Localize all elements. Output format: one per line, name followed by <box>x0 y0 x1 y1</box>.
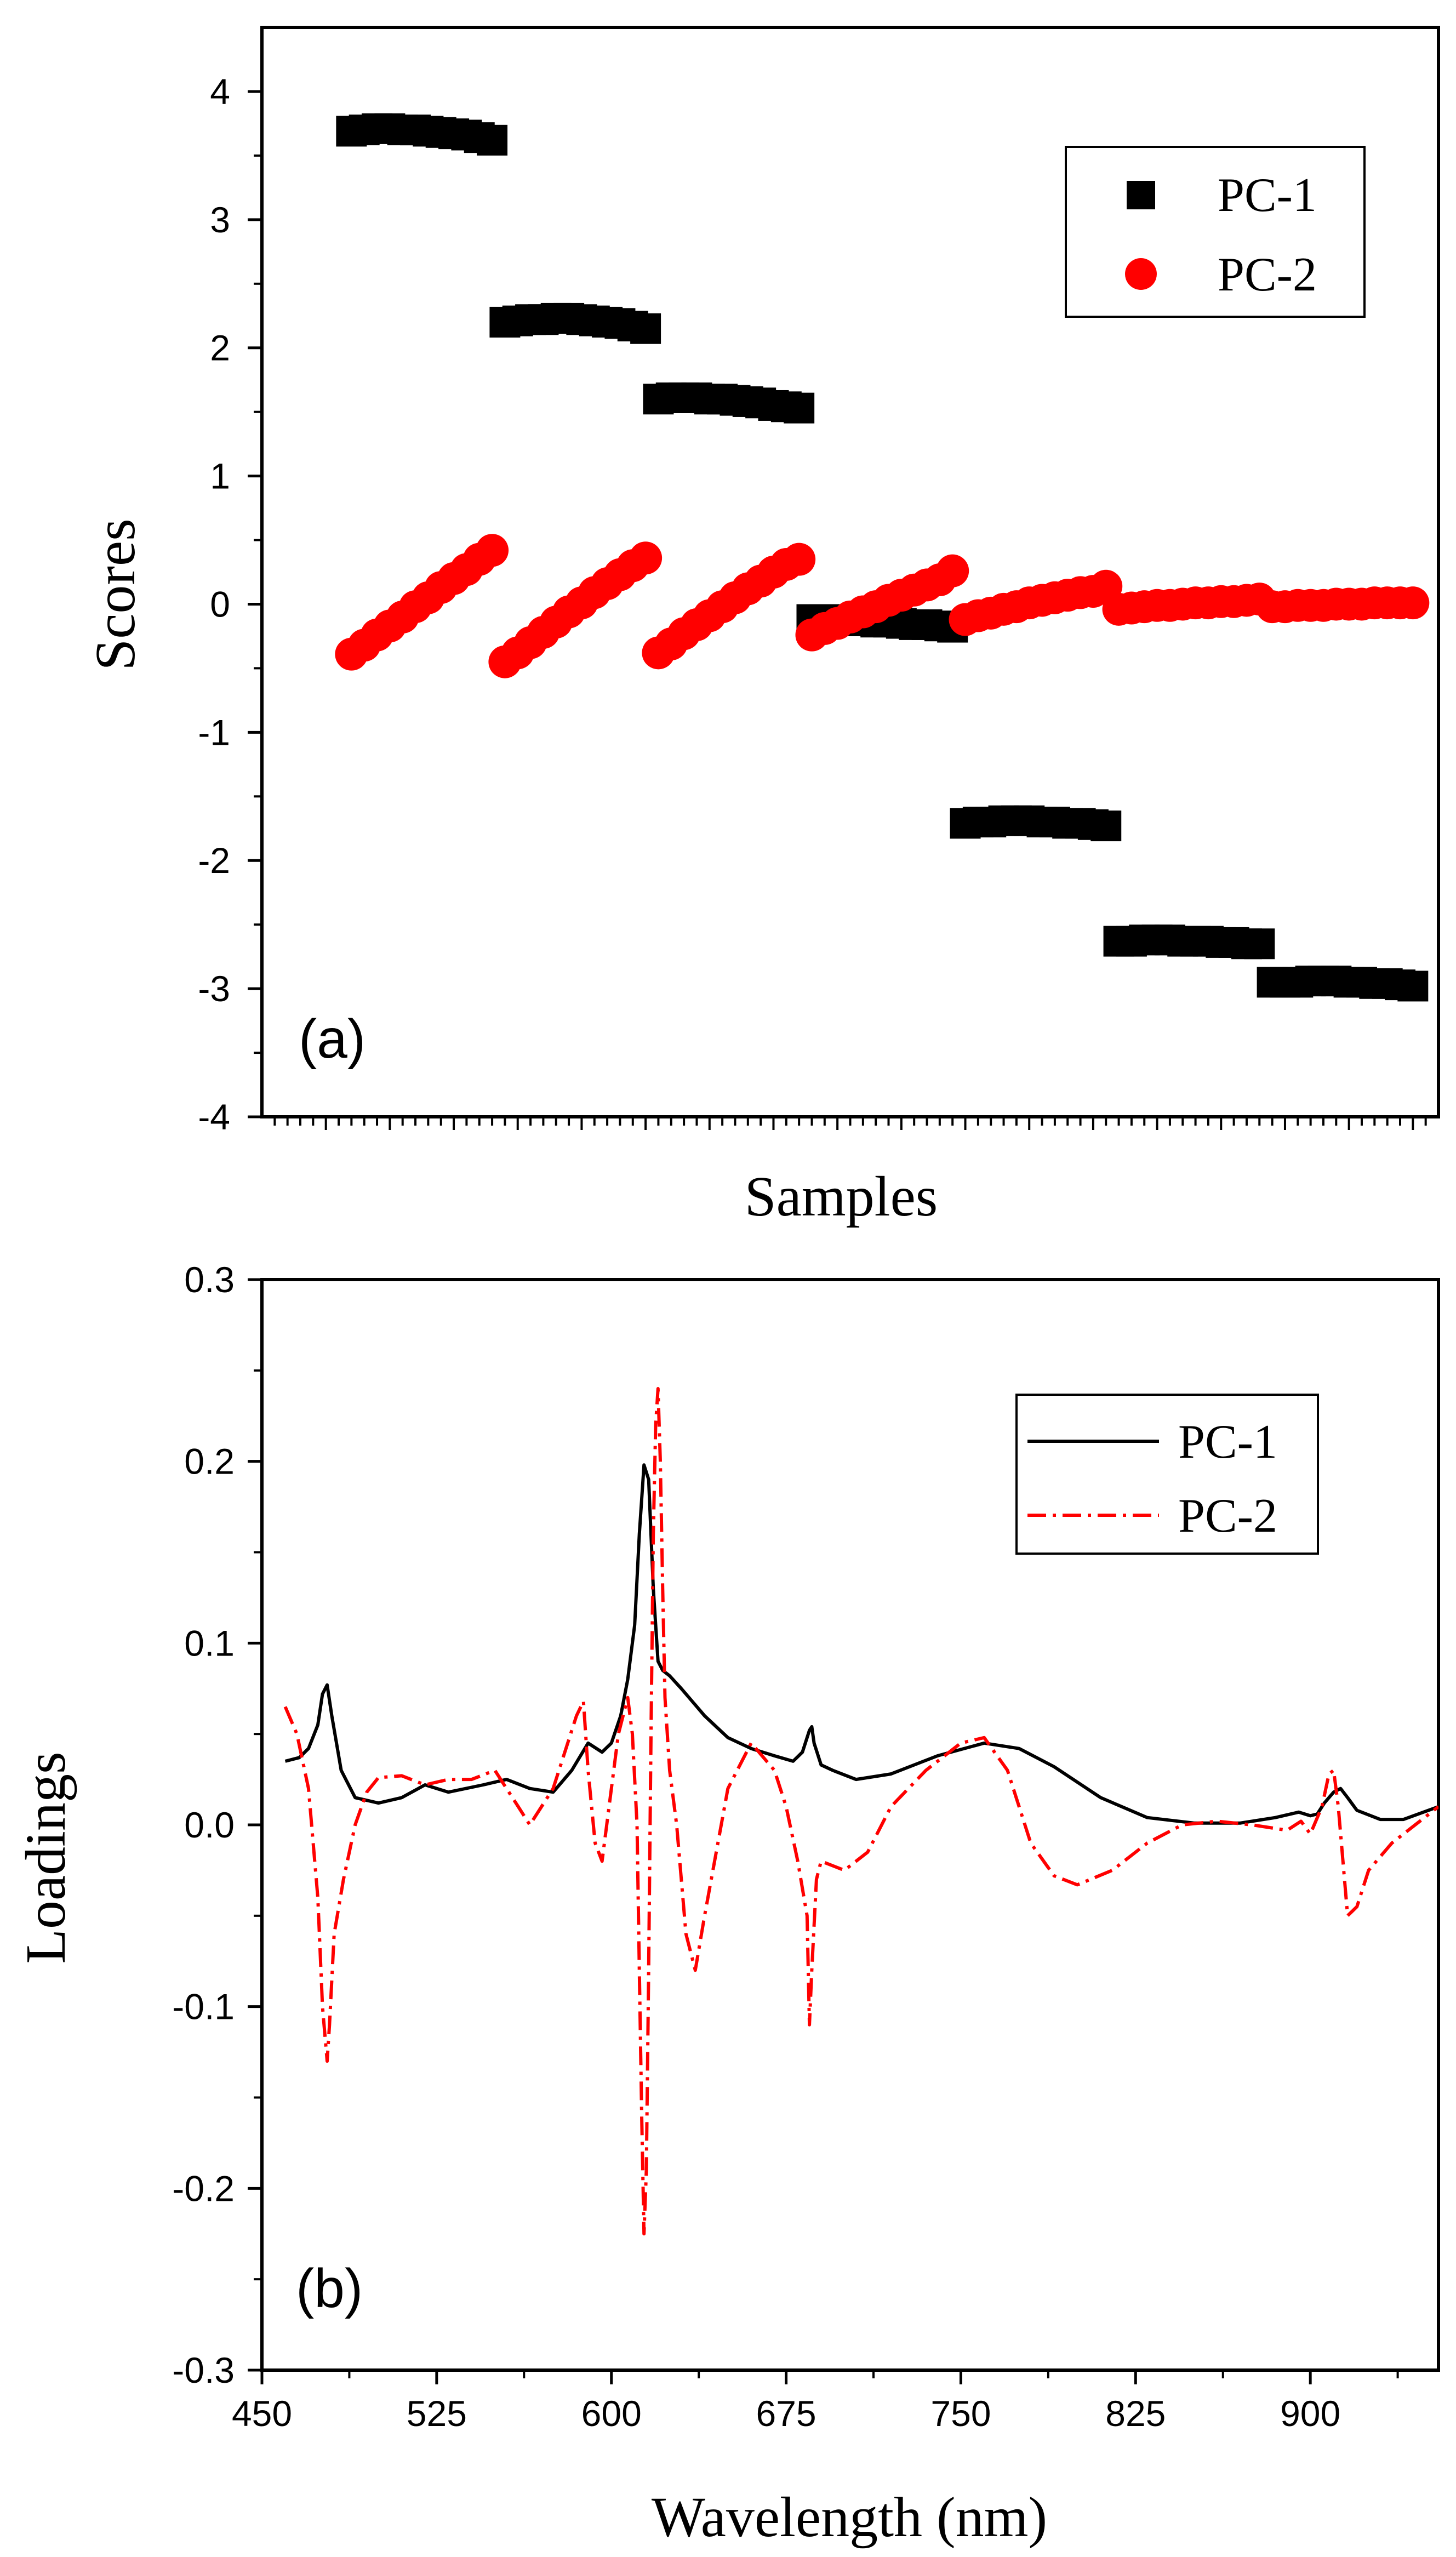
y-tick-label: -2 <box>198 840 230 881</box>
y-tick-label: 2 <box>210 328 230 368</box>
x-tick-label: 825 <box>1105 2393 1166 2434</box>
x-tick-label: 600 <box>581 2393 642 2434</box>
panel-b-legend: PC-1 PC-2 <box>1015 1394 1319 1555</box>
x-tick-label: 750 <box>930 2393 991 2434</box>
panel-a-legend-pc1-label: PC-1 <box>1218 169 1317 222</box>
panel-b-pc1-line <box>284 1463 1438 1825</box>
y-tick-label: -0.2 <box>172 2168 235 2208</box>
pc2-score-marker <box>936 554 969 587</box>
panel-a-y-axis-title: Scores <box>84 518 147 670</box>
y-tick-label: -0.1 <box>172 1987 235 2027</box>
panel-a-pc1-markers <box>336 113 1429 1002</box>
panel-b-x-axis: 450 525 600 675 750 825 900 <box>232 2370 1399 2434</box>
panel-b-x-axis-title: Wavelength (nm) <box>652 2486 1047 2549</box>
panel-b-label: (b) <box>296 2258 363 2319</box>
pc2-score-marker <box>783 543 816 576</box>
y-tick-label: 3 <box>210 199 230 240</box>
y-tick-label: 0.0 <box>184 1805 235 1845</box>
panel-a-x-axis-title: Samples <box>745 1165 938 1228</box>
panel-b-legend-box <box>1015 1394 1319 1555</box>
y-tick-label: -4 <box>198 1097 230 1137</box>
panel-a-x-axis <box>273 1117 1427 1130</box>
panel-b-y-axis-title: Loadings <box>14 1751 77 1964</box>
panel-a-legend-pc2-label: PC-2 <box>1218 248 1317 301</box>
y-tick-label: 0 <box>210 584 230 624</box>
y-tick-label: -1 <box>198 712 230 752</box>
pc1-score-marker <box>1397 971 1429 1002</box>
x-tick-label: 525 <box>407 2393 467 2434</box>
pc1-score-marker <box>1244 928 1275 960</box>
pc2-score-marker <box>629 541 663 575</box>
y-tick-label: 4 <box>210 71 230 112</box>
panel-b-pc2-line <box>283 1387 1438 2236</box>
panel-a-legend: PC-1 PC-2 <box>1065 146 1366 318</box>
pc1-score-marker <box>630 313 661 344</box>
panel-b-legend-pc2-label: PC-2 <box>1178 1489 1277 1543</box>
y-tick-label: 0.1 <box>184 1623 235 1663</box>
y-tick-label: 0.3 <box>184 1259 235 1300</box>
x-tick-label: 900 <box>1280 2393 1340 2434</box>
legend-pc1-square-icon <box>1127 181 1155 209</box>
panel-a-pc2-markers <box>335 534 1430 678</box>
panel-b-loadings-chart: 0.3 0.2 0.1 0.0 -0.1 -0.2 -0.3 450 525 600 675 750… <box>14 1259 1440 2549</box>
pc1-score-marker <box>784 392 815 424</box>
x-tick-label: 450 <box>232 2393 292 2434</box>
y-tick-label: 0.2 <box>184 1441 235 1482</box>
pc1-score-marker <box>1090 811 1122 842</box>
panel-a-scores-chart: 4 3 2 1 0 -1 -2 -3 -4 (a) Samples Scores PC-1 PC… <box>84 26 1440 1228</box>
pc1-score-marker <box>477 124 508 156</box>
panel-a-y-axis: 4 3 2 1 0 -1 -2 -3 -4 <box>198 71 262 1137</box>
x-tick-label: 675 <box>756 2393 816 2434</box>
legend-pc2-circle-icon <box>1125 258 1157 290</box>
pc2-score-marker <box>476 534 509 567</box>
panel-a-label: (a) <box>299 1008 366 1070</box>
panel-b-y-axis: 0.3 0.2 0.1 0.0 -0.1 -0.2 -0.3 <box>172 1259 262 2390</box>
panel-a-legend-box <box>1065 146 1366 318</box>
panel-b-legend-pc1-label: PC-1 <box>1178 1416 1277 1469</box>
y-tick-label: -3 <box>198 968 230 1009</box>
y-tick-label: 1 <box>210 456 230 496</box>
pc2-score-marker <box>1396 586 1430 620</box>
y-tick-label: -0.3 <box>172 2350 235 2390</box>
